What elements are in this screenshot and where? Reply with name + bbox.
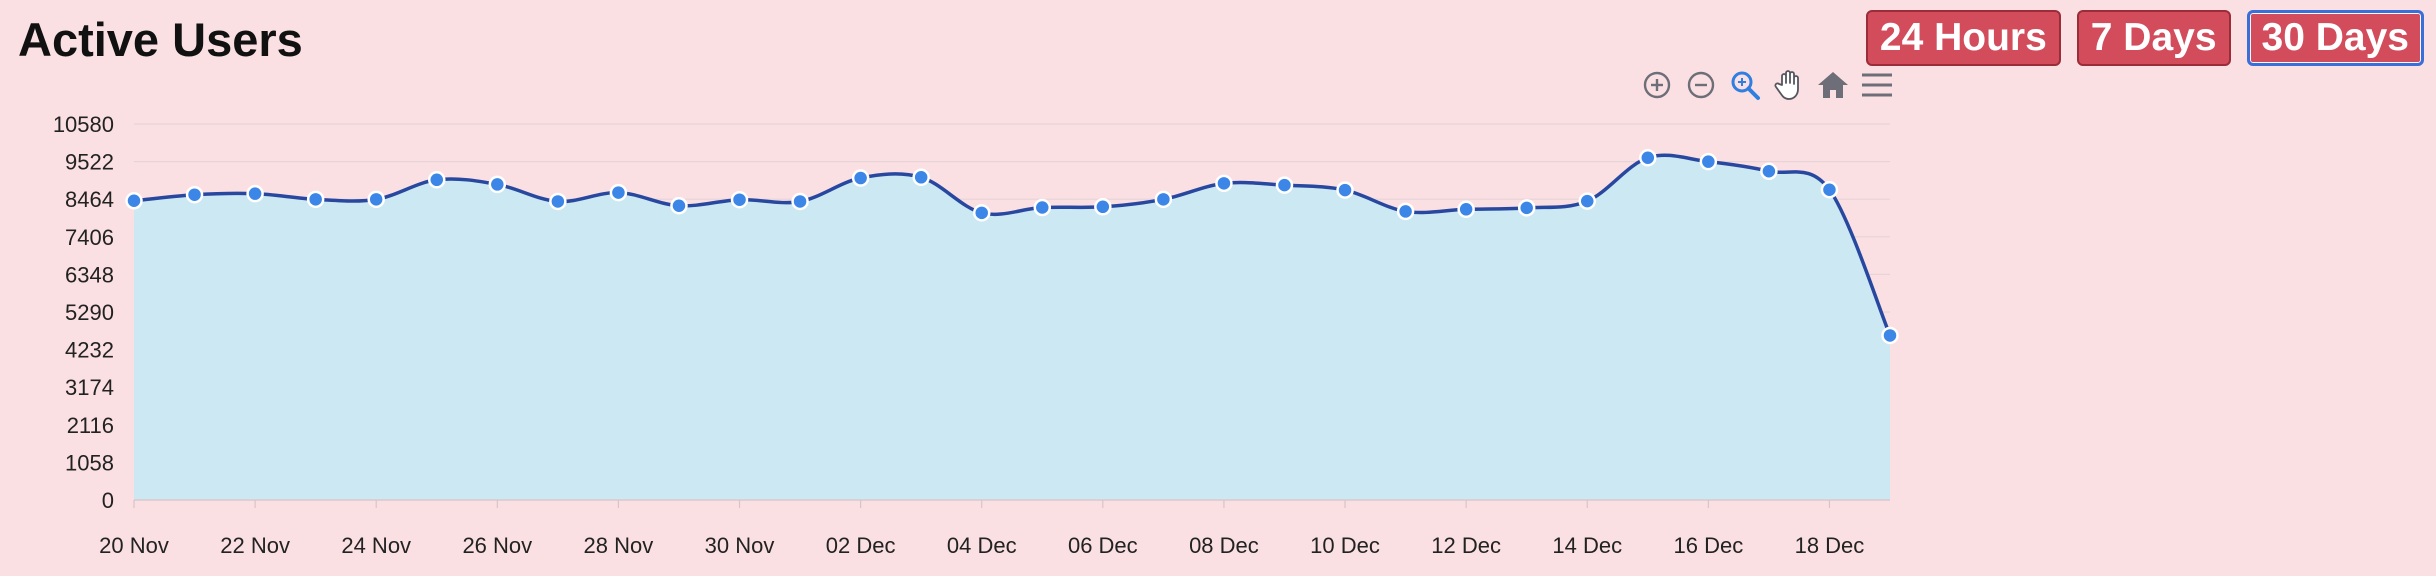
data-point[interactable] [609,183,628,202]
y-tick-label: 4232 [65,338,114,363]
y-tick-label: 5290 [65,300,114,325]
data-point[interactable] [1154,190,1173,209]
range-7-days-button[interactable]: 7 Days [2076,10,2231,66]
zoom-select-icon[interactable] [1728,68,1762,102]
data-point[interactable] [1033,198,1052,217]
pan-icon[interactable] [1772,68,1806,102]
chart-toolbar [1640,68,1894,102]
data-point[interactable] [367,190,385,209]
y-tick-label: 1058 [65,450,114,475]
data-point[interactable] [1760,162,1778,181]
x-tick-label: 28 Nov [584,533,654,558]
data-point[interactable] [1336,181,1354,199]
zoom-in-icon[interactable] [1640,68,1674,102]
data-point[interactable] [488,175,507,194]
time-range-selector: 24 Hours 7 Days 30 Days [1865,10,2424,66]
reset-home-icon[interactable] [1816,68,1850,102]
x-tick-label: 02 Dec [826,533,896,558]
range-30-days-button[interactable]: 30 Days [2246,10,2424,66]
data-point[interactable] [549,192,567,211]
data-point[interactable] [125,192,143,210]
x-tick-label: 22 Nov [220,533,290,558]
series-area-fill [134,155,1890,500]
x-tick-label: 16 Dec [1673,533,1743,558]
x-tick-label: 20 Nov [99,533,169,558]
data-point[interactable] [912,168,930,187]
y-tick-label: 9522 [65,150,114,175]
y-tick-label: 10580 [53,112,114,137]
x-tick-label: 26 Nov [462,533,532,558]
data-point[interactable] [1215,174,1233,193]
menu-icon[interactable] [1860,68,1894,102]
y-tick-label: 3174 [65,375,114,400]
y-tick-label: 6348 [65,262,114,287]
data-point[interactable] [972,204,991,222]
x-tick-label: 04 Dec [947,533,1017,558]
data-point[interactable] [1457,200,1475,219]
data-point[interactable] [730,190,749,209]
x-tick-label: 24 Nov [341,533,411,558]
data-point[interactable] [185,185,204,204]
x-tick-label: 18 Dec [1795,533,1865,558]
data-point[interactable] [1094,198,1112,216]
data-point[interactable] [428,171,446,189]
range-24-hours-button[interactable]: 24 Hours [1865,10,2061,66]
data-point[interactable] [1820,180,1839,199]
x-tick-label: 12 Dec [1431,533,1501,558]
data-point[interactable] [851,169,870,187]
data-point[interactable] [791,192,809,211]
x-tick-label: 06 Dec [1068,533,1138,558]
y-tick-label: 0 [102,488,114,513]
x-tick-label: 14 Dec [1552,533,1622,558]
data-point[interactable] [1881,326,1899,345]
data-point[interactable] [1578,192,1596,210]
data-point[interactable] [1517,199,1536,217]
page-title: Active Users [18,13,303,66]
x-tick-label: 30 Nov [705,533,775,558]
x-tick-label: 10 Dec [1310,533,1380,558]
data-point[interactable] [306,190,325,209]
y-tick-label: 8464 [65,187,114,212]
y-tick-label: 7406 [65,225,114,250]
data-point[interactable] [1275,176,1294,194]
data-point[interactable] [1639,149,1657,167]
data-point[interactable] [246,184,264,203]
x-tick-label: 08 Dec [1189,533,1259,558]
data-point[interactable] [1396,202,1415,221]
y-tick-label: 2116 [67,413,114,438]
data-point[interactable] [670,196,688,215]
zoom-out-icon[interactable] [1684,68,1718,102]
data-point[interactable] [1699,152,1718,171]
